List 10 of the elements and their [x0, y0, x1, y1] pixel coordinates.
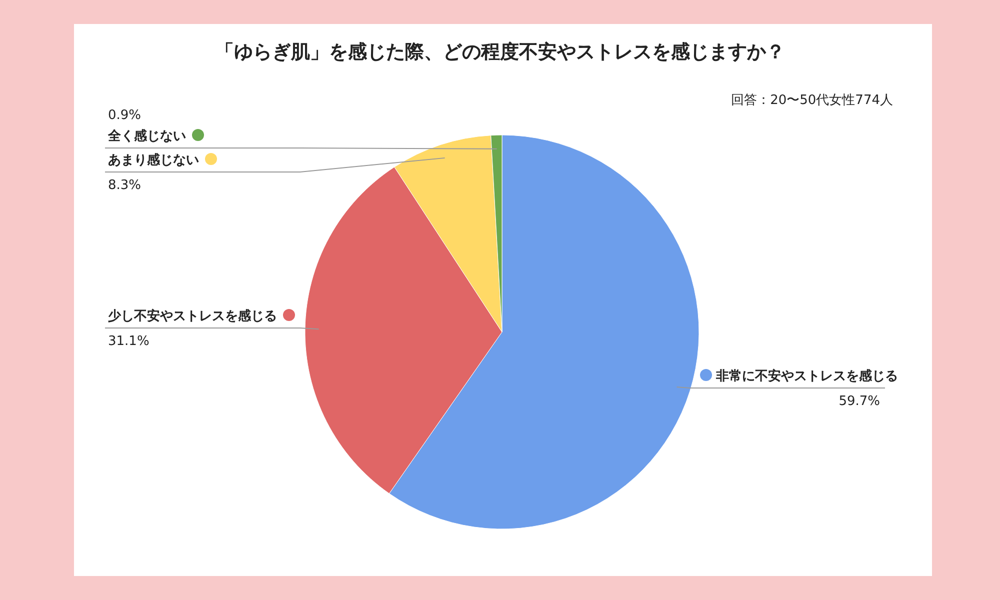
chart-title: 「ゆらぎ肌」を感じた際、どの程度不安やストレスを感じますか？ — [215, 41, 785, 63]
legend-label: 全く感じない — [107, 128, 186, 144]
data-label: 59.7% — [838, 394, 880, 409]
legend-label: あまり感じない — [108, 152, 199, 168]
text: 回答：20〜50代女性774人 — [731, 93, 893, 108]
data-label: 8.3% — [108, 178, 142, 193]
data-label: 31.1% — [108, 334, 150, 349]
slice-label: 非常に不安やストレスを感じる — [715, 368, 898, 384]
legend-label: 少し不安やストレスを感じる — [107, 308, 277, 324]
data-label: 0.9% — [108, 108, 142, 123]
